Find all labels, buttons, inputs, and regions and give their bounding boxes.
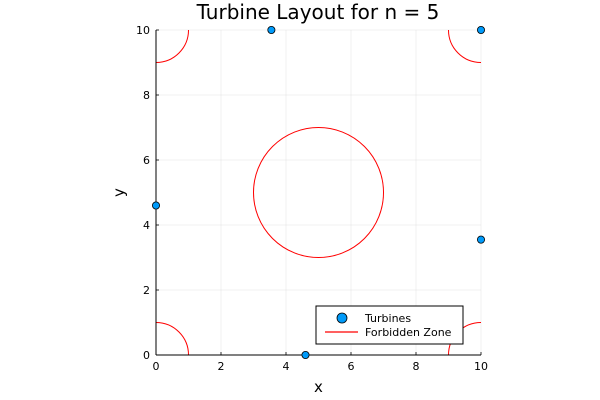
legend: Turbines Forbidden Zone: [315, 305, 464, 345]
y-tick-label: 4: [143, 219, 150, 232]
turbine-point: [151, 201, 160, 210]
chart-title: Turbine Layout for n = 5: [196, 0, 440, 24]
x-tick-label: 2: [218, 360, 225, 373]
turbine-point: [267, 25, 276, 34]
turbine-point: [476, 235, 485, 244]
legend-forbidden-zone-label: Forbidden Zone: [365, 326, 452, 339]
forbidden-zone-circle: [253, 127, 384, 258]
turbine-point: [301, 350, 310, 359]
x-tick-label: 6: [348, 360, 355, 373]
plot-frame: [155, 30, 481, 356]
x-tick-label: 10: [474, 360, 488, 373]
legend-turbines-marker: [336, 312, 348, 324]
y-tick-label: 10: [136, 24, 150, 37]
y-tick-label: 0: [143, 349, 150, 362]
turbines-series: [151, 25, 485, 359]
x-tick-label: 8: [413, 360, 420, 373]
x-tick-label: 0: [153, 360, 160, 373]
legend-box: [315, 305, 464, 345]
ticks: 0 2 4 6 8 10 0 2 4 6 8 10: [136, 24, 488, 373]
x-axis-label: x: [314, 378, 323, 396]
y-axis-label: y: [110, 188, 128, 197]
turbine-point: [476, 25, 485, 34]
y-tick-label: 2: [143, 284, 150, 297]
y-tick-label: 8: [143, 89, 150, 102]
x-tick-label: 4: [283, 360, 290, 373]
y-tick-label: 6: [143, 154, 150, 167]
grid: [155, 29, 482, 356]
forbidden-zone-series: [156, 30, 481, 355]
legend-turbines-label: Turbines: [364, 312, 411, 325]
